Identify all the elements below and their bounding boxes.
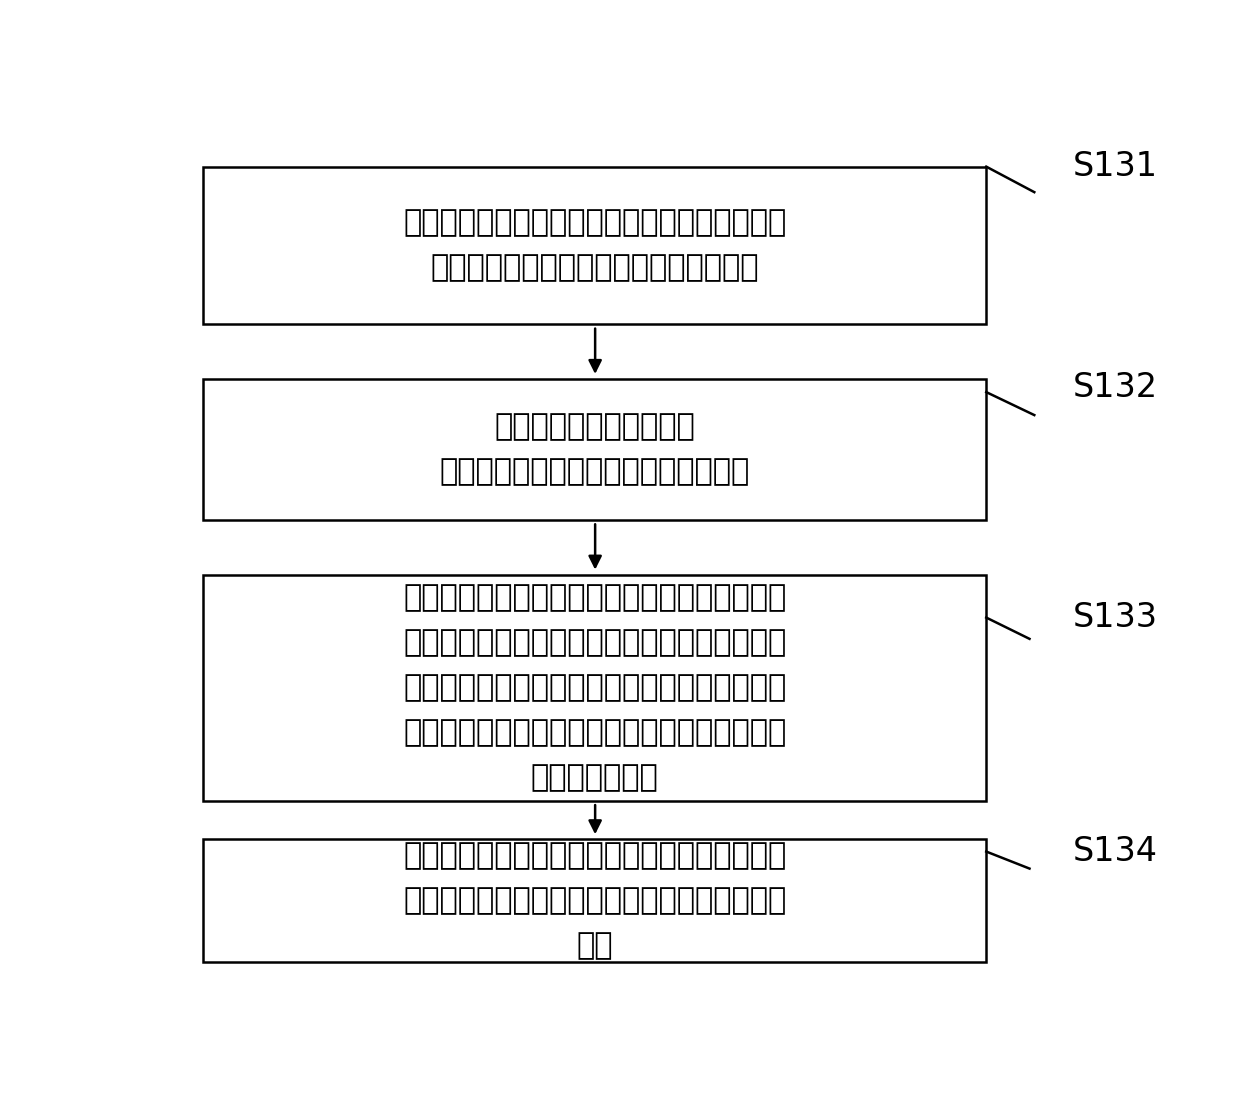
Text: 按照采样频率确定下一个灰阶，将下一灰阶代替
目标灰阶，执行据测试图像中划分区域对应的色
坐标值，利用预设公式得到目标灰阶对应的色域
色坐标的步骤，直至完成与采样: 按照采样频率确定下一个灰阶，将下一灰阶代替 目标灰阶，执行据测试图像中划分区域对…: [403, 583, 786, 792]
Text: 根据测试图像中划分区域对应的色坐标值，利用
预设公式得到目标灰阶对应的色域色坐标: 根据测试图像中划分区域对应的色坐标值，利用 预设公式得到目标灰阶对应的色域色坐标: [403, 208, 786, 283]
Text: S132: S132: [1073, 371, 1158, 404]
Text: S133: S133: [1073, 601, 1158, 634]
Text: S134: S134: [1073, 835, 1158, 869]
Text: 根据目标灰阶调整后的色域色坐标和下一个灰阶
调整后的色域色坐标利用线性差值算法调整中间
灰阶: 根据目标灰阶调整后的色域色坐标和下一个灰阶 调整后的色域色坐标利用线性差值算法调…: [403, 841, 786, 960]
Text: S131: S131: [1073, 150, 1158, 183]
FancyBboxPatch shape: [203, 839, 986, 962]
FancyBboxPatch shape: [203, 379, 986, 519]
FancyBboxPatch shape: [203, 167, 986, 324]
FancyBboxPatch shape: [203, 575, 986, 800]
Text: 利用基准数据对目标灰阶
对应的所有的色域色坐标进行灰阶调整: 利用基准数据对目标灰阶 对应的所有的色域色坐标进行灰阶调整: [439, 412, 750, 486]
